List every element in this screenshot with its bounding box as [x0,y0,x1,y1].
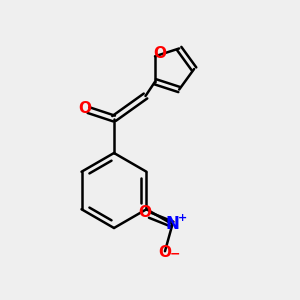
Text: +: + [177,213,187,223]
Text: O: O [153,46,166,62]
Text: O: O [138,206,151,220]
Text: O: O [158,245,172,260]
Text: N: N [166,215,179,233]
Text: O: O [78,101,92,116]
Text: −: − [169,248,180,261]
